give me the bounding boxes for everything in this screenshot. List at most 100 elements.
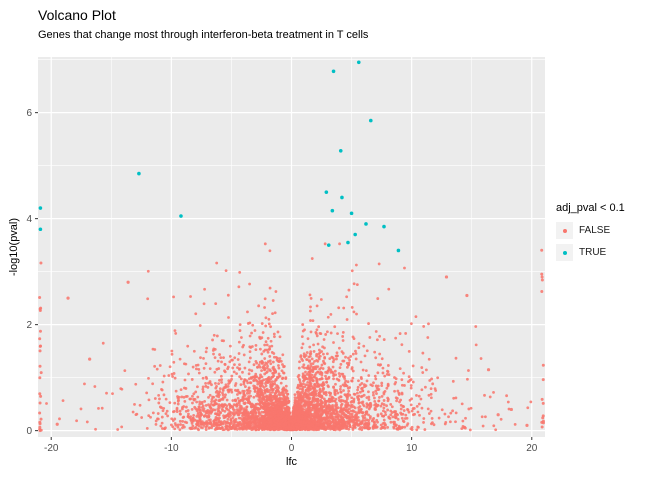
data-point xyxy=(367,390,370,394)
data-point xyxy=(228,360,232,364)
data-point xyxy=(436,376,440,380)
data-point xyxy=(335,422,339,425)
data-point xyxy=(225,404,229,408)
data-point xyxy=(262,397,266,401)
data-point xyxy=(175,408,179,411)
data-point xyxy=(237,367,241,371)
data-point xyxy=(420,366,424,369)
data-point xyxy=(145,391,149,395)
data-point xyxy=(281,414,285,418)
data-point xyxy=(385,404,388,408)
data-point xyxy=(301,374,305,378)
data-point xyxy=(277,372,281,376)
data-point xyxy=(402,409,406,412)
data-point xyxy=(243,366,247,370)
data-point xyxy=(254,343,258,347)
data-point xyxy=(318,390,322,394)
data-point xyxy=(227,316,230,319)
data-point xyxy=(242,382,246,386)
data-point xyxy=(261,393,265,397)
data-point xyxy=(349,400,353,404)
data-point xyxy=(301,329,305,333)
data-point xyxy=(219,356,223,360)
data-point xyxy=(193,405,197,409)
data-point xyxy=(292,427,296,430)
data-point xyxy=(188,416,191,420)
data-point xyxy=(357,419,361,422)
data-point xyxy=(242,401,246,405)
data-point xyxy=(162,406,166,410)
data-point xyxy=(228,406,232,410)
data-point xyxy=(396,417,400,421)
data-point xyxy=(247,360,251,364)
data-point xyxy=(331,360,335,364)
data-point xyxy=(284,384,288,388)
data-point xyxy=(202,302,206,306)
data-point xyxy=(159,424,163,428)
data-point xyxy=(248,368,251,372)
data-point xyxy=(297,426,300,430)
data-point xyxy=(236,413,240,417)
data-point xyxy=(260,400,264,404)
data-point xyxy=(38,392,42,396)
data-point xyxy=(307,371,310,374)
data-point xyxy=(353,406,357,410)
data-point xyxy=(327,376,331,380)
data-point xyxy=(214,381,217,385)
data-point xyxy=(424,368,428,372)
data-point xyxy=(315,328,319,332)
data-point xyxy=(321,383,325,386)
data-point xyxy=(352,392,356,396)
data-point xyxy=(397,391,401,395)
data-point xyxy=(191,427,194,431)
data-point xyxy=(298,402,302,406)
data-point xyxy=(401,412,405,416)
data-point xyxy=(401,419,405,423)
data-point xyxy=(233,384,237,387)
data-point xyxy=(154,419,158,423)
data-point xyxy=(367,398,371,401)
data-point xyxy=(336,332,339,336)
data-point xyxy=(314,372,318,375)
data-point xyxy=(287,423,291,427)
data-point xyxy=(194,390,198,394)
data-point xyxy=(374,389,378,393)
data-point xyxy=(275,421,279,425)
data-point xyxy=(233,427,237,431)
data-point xyxy=(38,349,42,353)
data-point xyxy=(376,297,380,300)
data-point xyxy=(429,392,433,396)
data-point xyxy=(367,413,370,417)
data-point xyxy=(492,390,495,394)
data-point xyxy=(215,389,219,393)
data-point xyxy=(189,418,193,422)
data-point xyxy=(253,329,257,332)
data-point xyxy=(204,384,208,388)
data-point xyxy=(198,408,201,412)
data-point xyxy=(348,393,352,397)
data-point xyxy=(271,360,275,364)
data-point xyxy=(394,410,398,413)
data-point xyxy=(368,336,372,339)
data-point xyxy=(265,366,269,370)
data-point xyxy=(321,367,325,370)
data-point xyxy=(240,336,243,339)
data-point xyxy=(411,364,415,368)
data-point xyxy=(221,398,225,401)
data-point xyxy=(317,325,321,329)
data-point xyxy=(303,416,307,420)
data-point xyxy=(328,393,332,397)
data-point xyxy=(421,351,425,355)
data-point xyxy=(323,421,327,425)
data-point xyxy=(335,354,339,358)
data-point xyxy=(421,371,425,374)
data-point xyxy=(176,425,180,429)
data-point xyxy=(223,395,227,399)
data-point xyxy=(235,408,239,411)
data-point xyxy=(402,405,405,409)
data-point xyxy=(313,414,317,418)
data-point xyxy=(261,331,265,334)
data-point xyxy=(454,420,457,424)
data-point xyxy=(324,400,328,403)
data-point xyxy=(308,386,311,390)
